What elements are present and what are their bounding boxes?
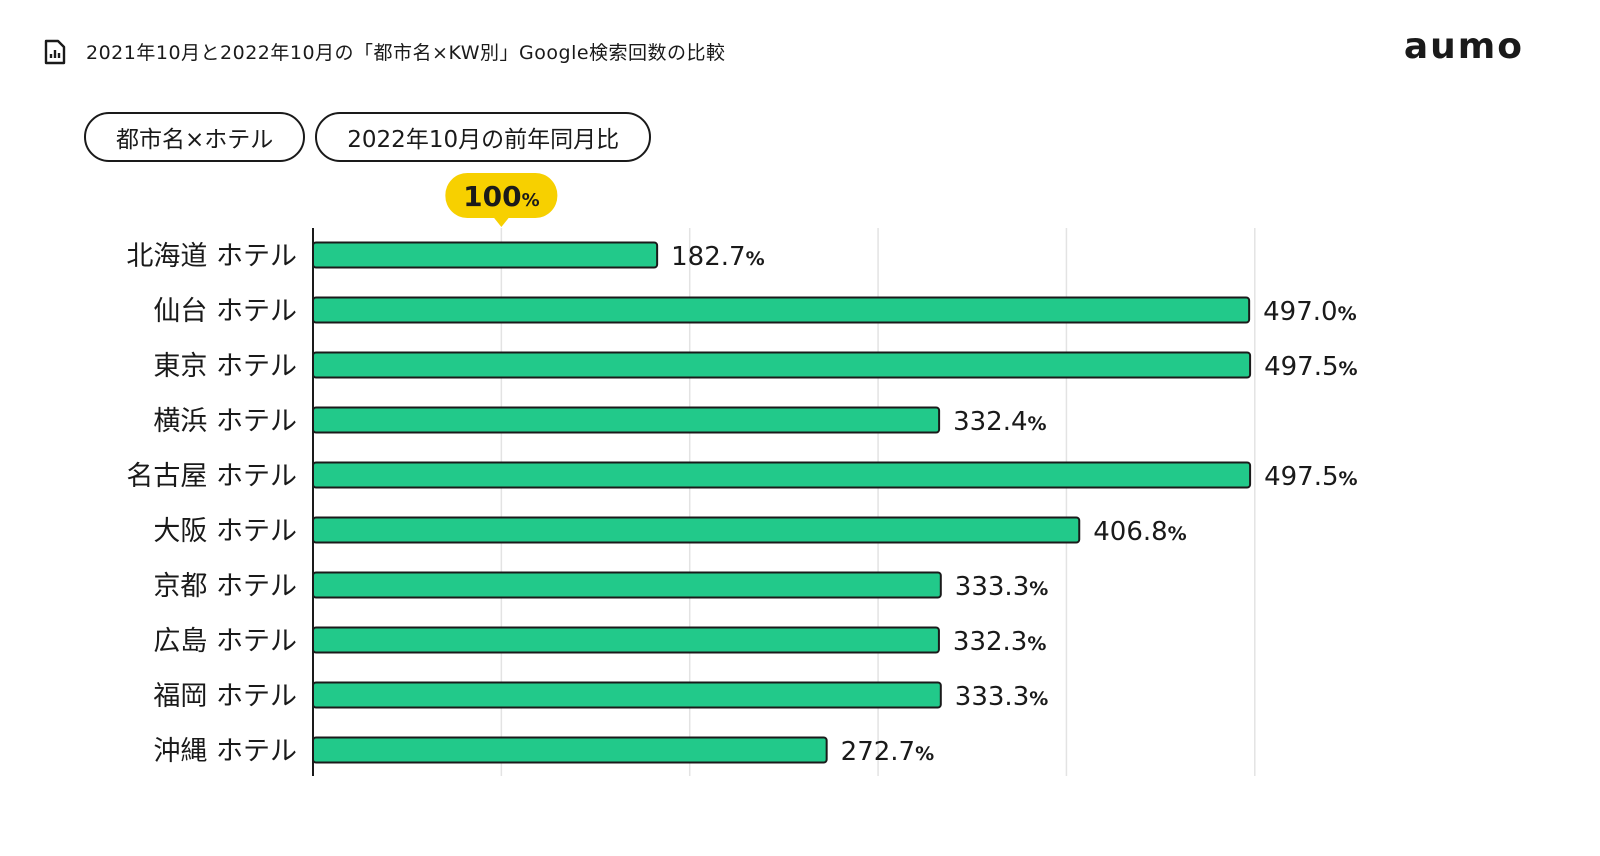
category-label-5: 大阪 ホテル [153, 516, 297, 547]
value-unit: % [1028, 413, 1047, 435]
value-number: 333.3 [955, 682, 1029, 712]
category-label-0: 北海道 ホテル [126, 241, 297, 272]
value-label-7: 332.3% [953, 627, 1046, 657]
bar-chart-document-icon [42, 39, 68, 65]
filter-pill-period[interactable]: 2022年10月の前年同月比 [315, 112, 652, 162]
value-number: 497.0 [1263, 297, 1337, 327]
value-number: 497.5 [1264, 462, 1338, 492]
value-number: 333.3 [955, 572, 1029, 602]
bar-6 [312, 571, 942, 599]
reference-number: 100 [463, 180, 521, 213]
category-label-3: 横浜 ホテル [153, 406, 297, 437]
value-number: 406.8 [1093, 517, 1167, 547]
reference-badge [445, 173, 558, 218]
bar-0 [312, 241, 659, 269]
value-label-0: 182.7% [671, 242, 764, 272]
value-label-8: 333.3% [955, 682, 1048, 712]
value-unit: % [1339, 358, 1358, 380]
value-label-3: 332.4% [953, 407, 1046, 437]
category-label-7: 広島 ホテル [153, 626, 297, 657]
value-unit: % [1029, 688, 1048, 710]
value-unit: % [746, 248, 765, 270]
bar-7 [312, 626, 940, 654]
value-unit: % [1339, 468, 1358, 490]
value-unit: % [1029, 578, 1048, 600]
bar-9 [312, 736, 828, 764]
bar-4 [312, 461, 1252, 489]
reference-badge-pointer [493, 217, 510, 227]
bar-5 [312, 516, 1081, 544]
brand-logo: aumo [1403, 26, 1524, 67]
value-number: 332.4 [953, 407, 1027, 437]
bar-8 [312, 681, 942, 709]
category-label-6: 京都 ホテル [153, 571, 297, 602]
value-label-5: 406.8% [1093, 517, 1186, 547]
chart-header: 2021年10月と2022年10月の「都市名×KW別」Google検索回数の比較 [42, 38, 726, 65]
value-unit: % [1168, 523, 1187, 545]
value-label-9: 272.7% [841, 737, 934, 767]
bar-2 [312, 351, 1252, 379]
page-title: 2021年10月と2022年10月の「都市名×KW別」Google検索回数の比較 [86, 42, 726, 64]
category-label-2: 東京 ホテル [153, 351, 297, 382]
value-label-4: 497.5% [1264, 462, 1357, 492]
category-label-4: 名古屋 ホテル [126, 461, 297, 492]
value-number: 497.5 [1264, 352, 1338, 382]
value-label-6: 333.3% [955, 572, 1048, 602]
value-unit: % [1027, 633, 1046, 655]
category-label-8: 福岡 ホテル [153, 681, 297, 712]
category-label-9: 沖縄 ホテル [153, 736, 297, 767]
reference-badge-label: 100% [463, 180, 540, 213]
value-number: 182.7 [671, 242, 745, 272]
value-unit: % [1338, 303, 1357, 325]
bar-1 [312, 296, 1251, 324]
filter-pills: 都市名×ホテル 2022年10月の前年同月比 [84, 112, 661, 162]
value-label-1: 497.0% [1263, 297, 1356, 327]
bar-chart: 北海道 ホテル 182.7% 仙台 ホテル 497.0% 東京 ホテル 497.5% 横浜 … [126, 173, 1358, 776]
value-label-2: 497.5% [1264, 352, 1357, 382]
bar-3 [312, 406, 941, 434]
filter-pill-keyword[interactable]: 都市名×ホテル [84, 112, 306, 162]
value-unit: % [915, 743, 934, 765]
value-number: 272.7 [841, 737, 915, 767]
reference-unit: % [522, 190, 540, 211]
category-label-1: 仙台 ホテル [153, 296, 297, 327]
value-number: 332.3 [953, 627, 1027, 657]
